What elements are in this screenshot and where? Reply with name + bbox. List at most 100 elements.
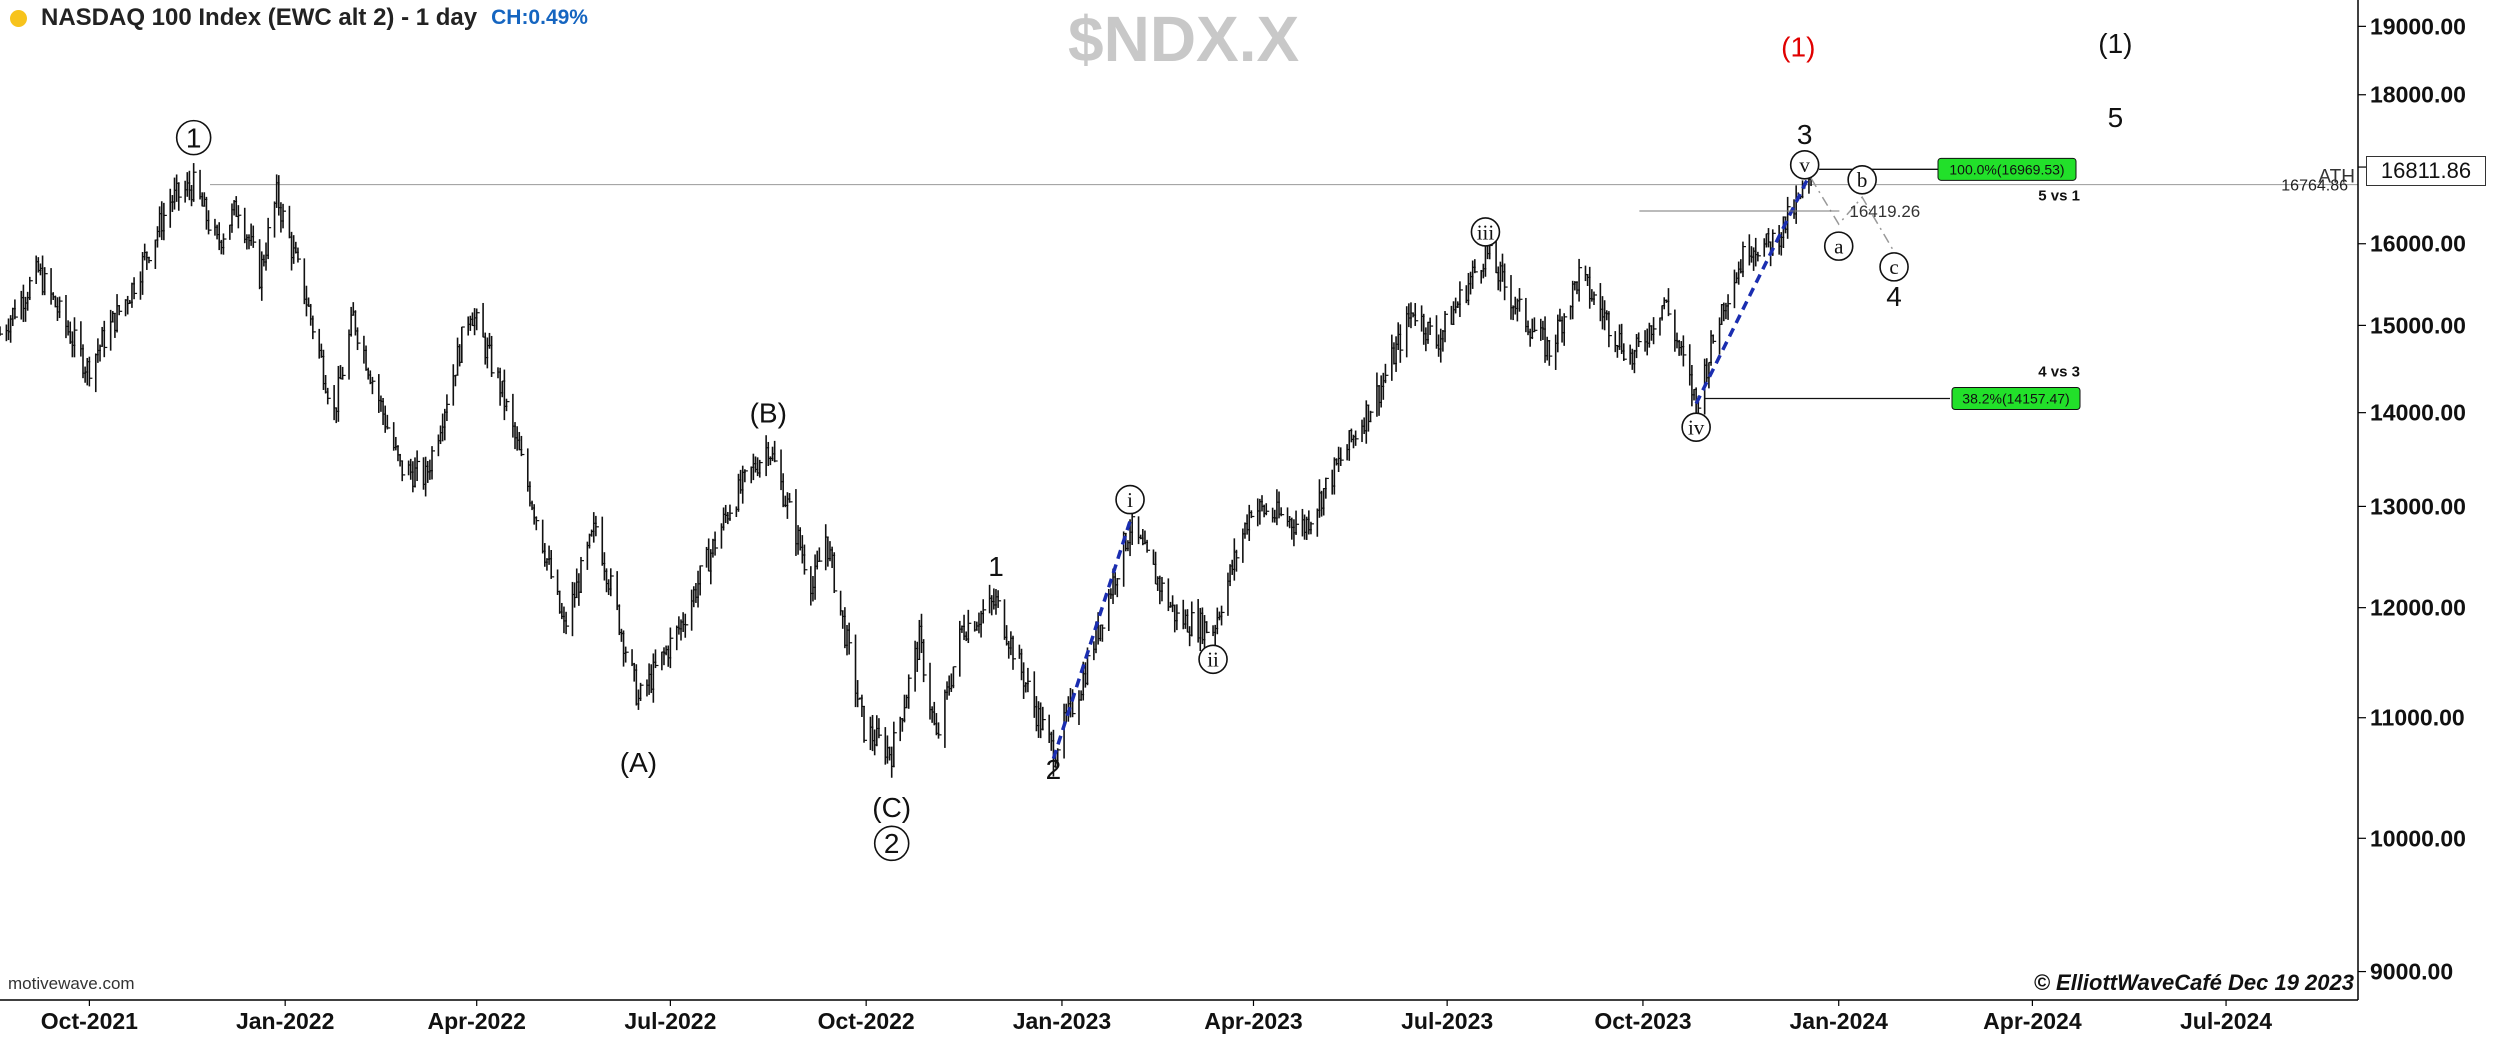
price-bar xyxy=(454,374,459,387)
price-bar xyxy=(401,460,406,482)
price-bar xyxy=(982,599,987,624)
price-bar xyxy=(1742,241,1746,278)
price-bar xyxy=(267,217,272,260)
fib-target-box xyxy=(1951,387,2081,411)
projection-abc-path xyxy=(1810,177,1895,253)
price-bar xyxy=(1027,667,1031,693)
price-bar xyxy=(1444,311,1449,343)
price-bar xyxy=(922,639,927,683)
price-bar xyxy=(1012,635,1017,670)
wave-label: iv xyxy=(1688,416,1705,440)
price-bar xyxy=(43,267,48,296)
price-bar xyxy=(356,327,361,351)
price-bar xyxy=(482,302,487,338)
x-tick-label: Oct-2023 xyxy=(1594,1008,1691,1034)
price-bar xyxy=(1295,510,1300,535)
price-bar xyxy=(177,182,182,211)
wave-label-circle xyxy=(873,825,910,862)
price-bar xyxy=(1548,340,1553,366)
price-bar xyxy=(416,450,421,482)
price-bar xyxy=(654,649,659,669)
wave-label: v xyxy=(1799,153,1810,177)
price-bar xyxy=(365,345,370,371)
source-label: motivewave.com xyxy=(8,974,135,993)
price-bar xyxy=(1250,510,1255,519)
price-bar xyxy=(73,317,78,358)
price-bar xyxy=(348,329,353,380)
last-price-tag[interactable]: 16811.86 xyxy=(2366,156,2486,186)
price-bar xyxy=(297,247,301,263)
price-bar xyxy=(758,459,763,478)
price-bar xyxy=(1384,363,1389,384)
wave-label: iii xyxy=(1477,220,1495,244)
x-tick-label: Jul-2023 xyxy=(1401,1008,1493,1034)
price-bar xyxy=(371,376,376,395)
price-bar xyxy=(616,571,621,611)
price-bar xyxy=(1593,291,1597,305)
price-bar xyxy=(126,295,131,315)
price-bar xyxy=(639,682,644,701)
wave-label-circle xyxy=(1681,412,1711,442)
price-bar xyxy=(1727,294,1732,320)
price-bar xyxy=(1146,539,1151,553)
price-bar xyxy=(729,504,733,521)
price-bar xyxy=(1205,621,1210,634)
fib-caption: 5 vs 1 xyxy=(2038,187,2080,204)
x-tick-label: Apr-2024 xyxy=(1983,1008,2082,1034)
wave-label: i xyxy=(1127,488,1133,512)
price-bar xyxy=(848,622,853,655)
price-bar xyxy=(0,326,3,336)
price-bar xyxy=(222,233,227,255)
x-tick-label: Apr-2022 xyxy=(427,1008,525,1034)
price-bar xyxy=(1310,521,1314,535)
price-bar xyxy=(1652,317,1657,345)
ath-tag: ATH xyxy=(2318,167,2355,188)
price-bar xyxy=(237,205,242,229)
price-bar xyxy=(952,666,957,689)
wave-label: (1) xyxy=(2098,28,2132,59)
x-tick-label: Apr-2023 xyxy=(1204,1008,1302,1034)
fib-target-label: 100.0%(16969.53) xyxy=(1949,161,2064,177)
price-bar xyxy=(133,277,138,300)
price-bar xyxy=(88,356,93,387)
price-bar xyxy=(326,387,331,405)
price-bar xyxy=(1622,343,1627,361)
change-percent: CH:0.49% xyxy=(491,6,588,29)
price-bar xyxy=(520,435,525,457)
price-bar xyxy=(461,326,465,363)
price-bar xyxy=(550,550,555,579)
price-bar xyxy=(893,721,897,768)
price-bar xyxy=(1663,297,1668,310)
price-bar xyxy=(1786,196,1791,239)
price-bar xyxy=(1503,263,1508,301)
wave-label: ii xyxy=(1207,648,1219,672)
wave-label: 4 xyxy=(1886,281,1902,312)
price-bar xyxy=(1041,706,1046,731)
symbol-watermark: $NDX.X xyxy=(1068,3,1300,75)
y-tick-label: 16000.00 xyxy=(2370,231,2466,257)
price-bar xyxy=(744,469,748,483)
price-bar xyxy=(863,706,868,743)
wave-label: 5 xyxy=(2108,102,2124,133)
y-tick-label: 9000.00 xyxy=(2370,959,2453,985)
price-bar xyxy=(818,547,823,562)
price-bar xyxy=(192,163,197,202)
price-bar xyxy=(1414,303,1419,326)
price-bar xyxy=(341,366,346,380)
wave-label-circle xyxy=(175,119,212,156)
projection-line xyxy=(1694,162,1817,405)
price-bar xyxy=(503,369,508,421)
wave-label: b xyxy=(1857,168,1868,192)
price-bar xyxy=(1280,507,1285,517)
x-tick-label: Oct-2022 xyxy=(818,1008,915,1034)
price-bar xyxy=(937,722,942,739)
fib-caption: 4 vs 3 xyxy=(2038,364,2080,381)
wave-label: (C) xyxy=(872,792,911,823)
y-tick-label: 19000.00 xyxy=(2370,13,2466,39)
wave-label: (1) xyxy=(1781,31,1815,62)
y-tick-label: 14000.00 xyxy=(2370,400,2466,426)
price-bar xyxy=(878,718,882,739)
